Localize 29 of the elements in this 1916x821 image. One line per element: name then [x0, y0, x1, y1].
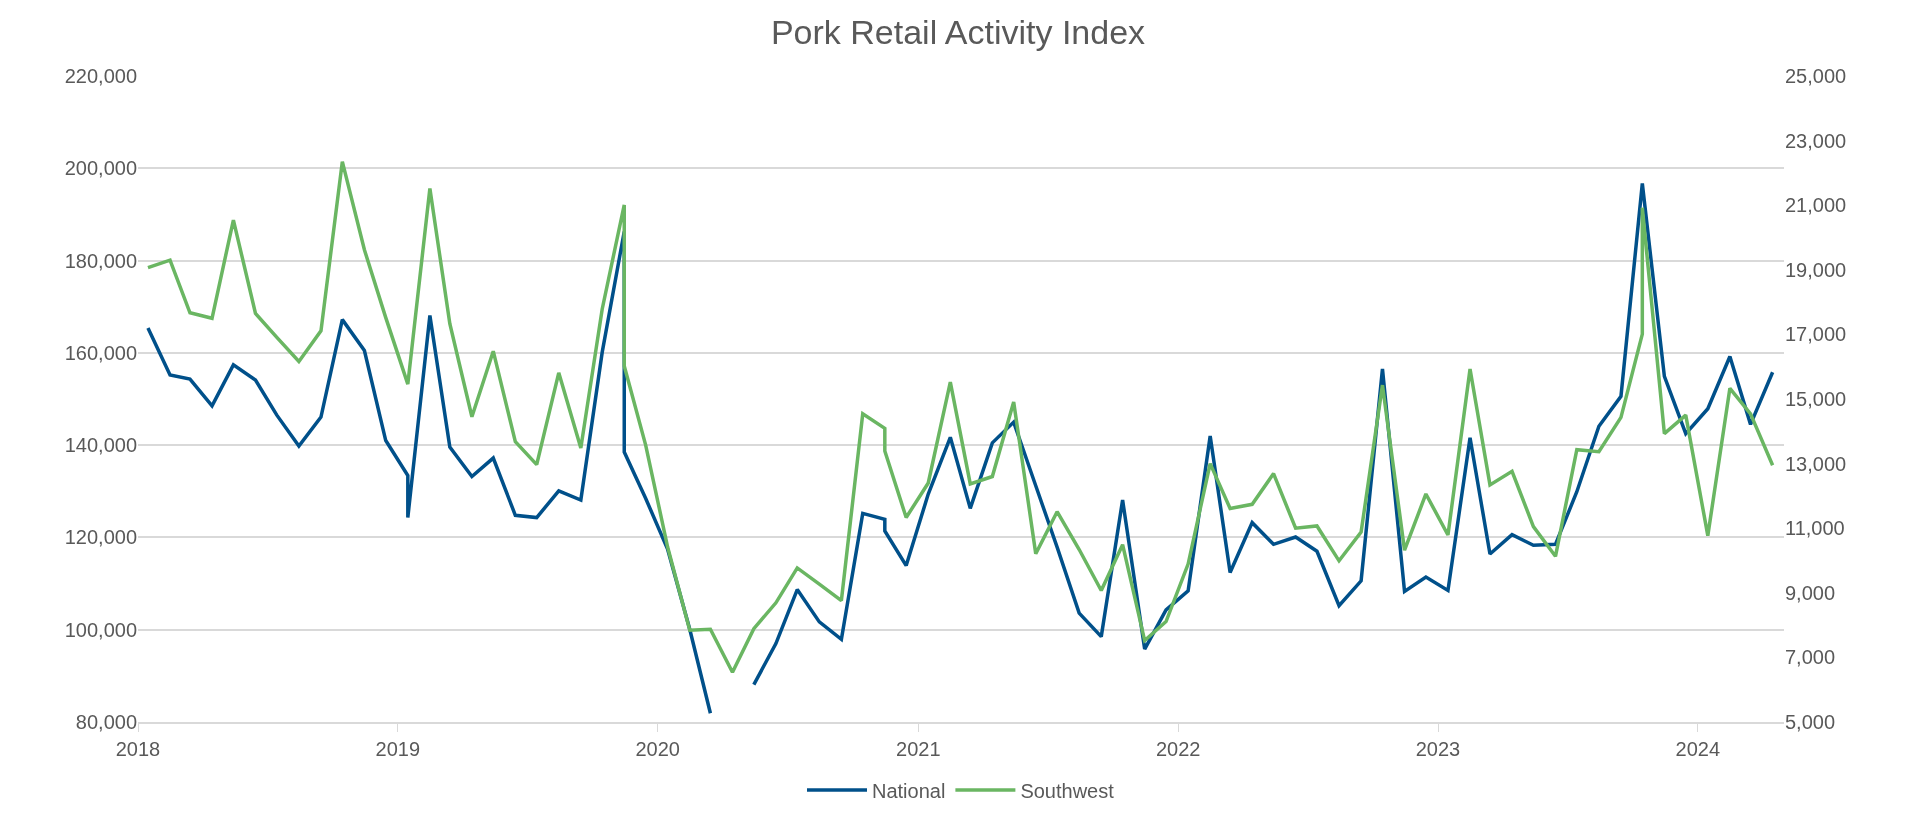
x-tick-label: 2023 — [1415, 737, 1461, 760]
y2-tick-label: 17,000 — [1785, 323, 1847, 346]
y-tick-label: 180,000 — [64, 249, 137, 272]
legend-label: Southwest — [1020, 779, 1115, 802]
y2-tick-label: 23,000 — [1785, 129, 1847, 152]
y2-tick-label: 21,000 — [1785, 194, 1847, 217]
x-tick-label: 2018 — [115, 737, 161, 760]
x-tick-label: 2024 — [1675, 737, 1721, 760]
y-tick-label: 200,000 — [64, 157, 137, 180]
y-tick-label: 160,000 — [64, 341, 137, 364]
x-tick-label: 2020 — [635, 737, 680, 760]
y2-tick-label: 19,000 — [1785, 258, 1847, 281]
y-tick-label: 100,000 — [64, 618, 137, 641]
y-tick-label: 220,000 — [64, 65, 137, 87]
x-tick-label: 2019 — [375, 737, 421, 760]
y-tick-label: 80,000 — [75, 711, 137, 733]
legend-label: National — [872, 779, 946, 802]
y2-tick-label: 13,000 — [1785, 452, 1847, 475]
x-tick-label: 2022 — [1155, 737, 1201, 760]
y2-tick-label: 9,000 — [1785, 581, 1836, 604]
y2-tick-label: 7,000 — [1785, 646, 1836, 669]
y2-tick-label: 25,000 — [1785, 65, 1847, 87]
y-tick-label: 120,000 — [64, 526, 137, 549]
y-tick-label: 140,000 — [64, 434, 137, 457]
chart-title: Pork Retail Activity Index — [770, 13, 1146, 52]
y2-tick-label: 11,000 — [1785, 517, 1845, 540]
y2-tick-label: 5,000 — [1785, 711, 1836, 733]
y2-tick-label: 15,000 — [1785, 388, 1847, 410]
x-tick-label: 2021 — [896, 737, 941, 760]
